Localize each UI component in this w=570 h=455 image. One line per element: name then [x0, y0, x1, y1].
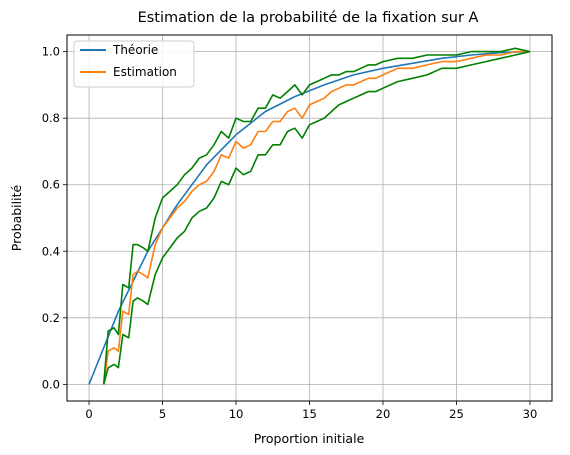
- x-tick-label: 30: [523, 407, 538, 421]
- legend-label-theory: Théorie: [112, 43, 158, 57]
- series-line-upper-bound: [102, 47, 531, 385]
- x-tick-label: 10: [229, 407, 244, 421]
- y-tick-label: 0.0: [42, 377, 60, 391]
- y-tick-label: 0.4: [42, 244, 60, 258]
- ticks: 0 5 10 15 20 25 30 0.0 0.2 0.4 0.6 0.8 1.0: [42, 45, 538, 421]
- legend-box: [73, 40, 195, 88]
- y-tick-label: 1.0: [42, 45, 60, 59]
- series-group: [88, 47, 531, 385]
- y-axis-label: Probabilité: [9, 185, 24, 252]
- x-axis-label: Proportion initiale: [254, 431, 365, 446]
- x-tick-label: 25: [449, 407, 464, 421]
- y-tick-label: 0.6: [42, 178, 60, 192]
- x-tick-label: 5: [159, 407, 166, 421]
- y-tick-label: 0.2: [42, 311, 60, 325]
- chart-title: Estimation de la probabilité de la fixat…: [138, 10, 479, 26]
- legend-label-estimate: Estimation: [113, 65, 177, 79]
- x-tick-label: 0: [85, 407, 92, 421]
- x-tick-label: 20: [376, 407, 391, 421]
- y-tick-label: 0.8: [42, 111, 60, 125]
- x-tick-label: 15: [302, 407, 317, 421]
- legend: Théorie Estimation: [73, 40, 195, 88]
- series-line-estimate: [102, 50, 530, 385]
- series-line-lower-bound: [102, 50, 531, 385]
